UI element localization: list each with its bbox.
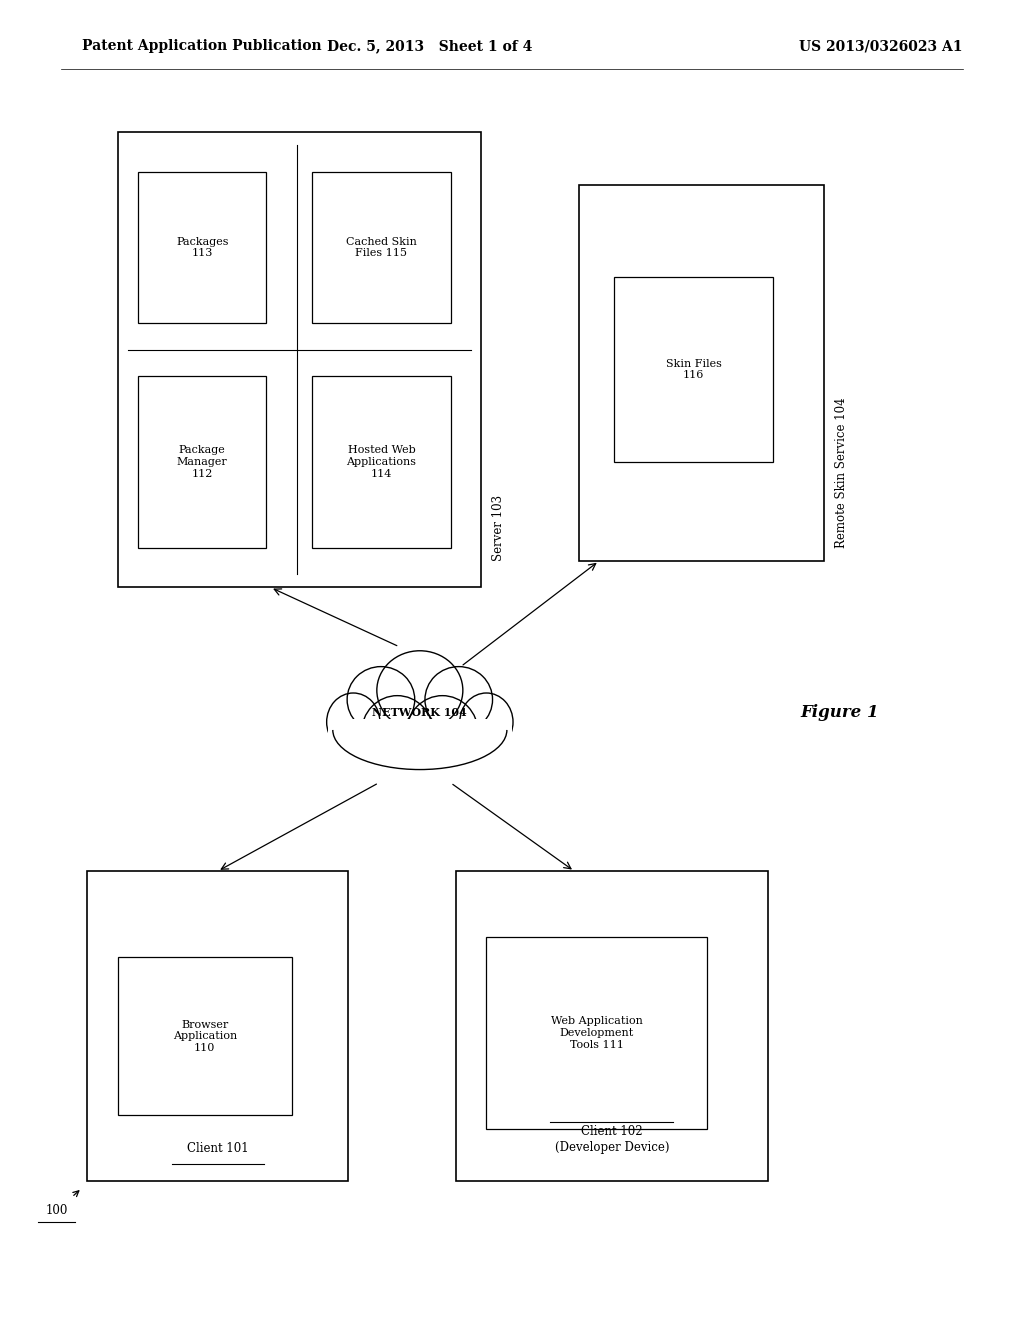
Text: Dec. 5, 2013   Sheet 1 of 4: Dec. 5, 2013 Sheet 1 of 4 [328,40,532,53]
Bar [486,937,707,1129]
Ellipse shape [377,651,463,730]
Bar [312,376,451,548]
Bar [138,376,266,548]
Text: Browser
Application
110: Browser Application 110 [173,1019,237,1053]
Ellipse shape [460,693,513,751]
Bar [87,871,348,1181]
Bar [456,871,768,1181]
Bar [614,277,773,462]
Bar [579,185,824,561]
Text: Client 101: Client 101 [186,1142,249,1155]
Text: 100: 100 [45,1204,68,1217]
Ellipse shape [327,693,380,751]
Bar [312,172,451,323]
Text: Package
Manager
112: Package Manager 112 [177,445,227,479]
Text: Server 103: Server 103 [492,495,505,561]
Text: Skin Files
116: Skin Files 116 [666,359,722,380]
Ellipse shape [347,667,415,733]
Bar [118,132,481,587]
Ellipse shape [425,667,493,733]
Ellipse shape [407,696,478,770]
Bar [138,172,266,323]
Text: Hosted Web
Applications
114: Hosted Web Applications 114 [346,445,417,479]
Text: Client 102
(Developer Device): Client 102 (Developer Device) [555,1125,669,1154]
Bar [118,957,292,1115]
Text: Patent Application Publication: Patent Application Publication [82,40,322,53]
Bar [328,719,512,772]
Text: NETWORK 104: NETWORK 104 [373,708,467,718]
Text: Packages
113: Packages 113 [176,236,228,259]
Text: Web Application
Development
Tools 111: Web Application Development Tools 111 [551,1016,642,1049]
Text: Remote Skin Service 104: Remote Skin Service 104 [835,397,848,548]
Text: Figure 1: Figure 1 [801,705,879,721]
Ellipse shape [361,696,433,770]
Text: US 2013/0326023 A1: US 2013/0326023 A1 [799,40,963,53]
Text: Cached Skin
Files 115: Cached Skin Files 115 [346,236,417,259]
